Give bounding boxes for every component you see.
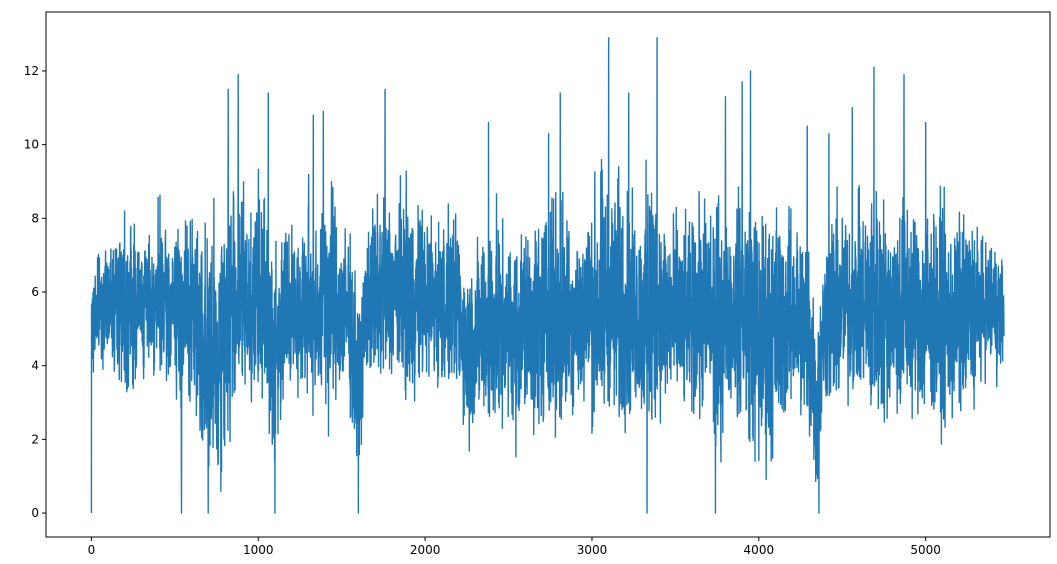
x-tick-label: 0 bbox=[88, 543, 96, 557]
y-tick-label: 2 bbox=[31, 432, 39, 446]
x-tick-label: 5000 bbox=[910, 543, 941, 557]
y-tick-label: 8 bbox=[31, 211, 39, 225]
x-tick-label: 1000 bbox=[243, 543, 274, 557]
axes: 0 1000 2000 3000 4000 5000 0 2 4 6 8 10 12 bbox=[24, 64, 941, 557]
y-tick-label: 6 bbox=[31, 285, 39, 299]
plot-area bbox=[90, 37, 1005, 514]
y-tick-label: 12 bbox=[24, 64, 39, 78]
y-tick-label: 0 bbox=[31, 506, 39, 520]
x-tick-label: 2000 bbox=[410, 543, 441, 557]
y-tick-label: 10 bbox=[24, 138, 39, 152]
x-tick-label: 3000 bbox=[577, 543, 608, 557]
plot-frame bbox=[45, 11, 1051, 538]
x-tick-label: 4000 bbox=[744, 543, 775, 557]
y-tick-label: 4 bbox=[31, 359, 39, 373]
series-line bbox=[90, 37, 1005, 514]
